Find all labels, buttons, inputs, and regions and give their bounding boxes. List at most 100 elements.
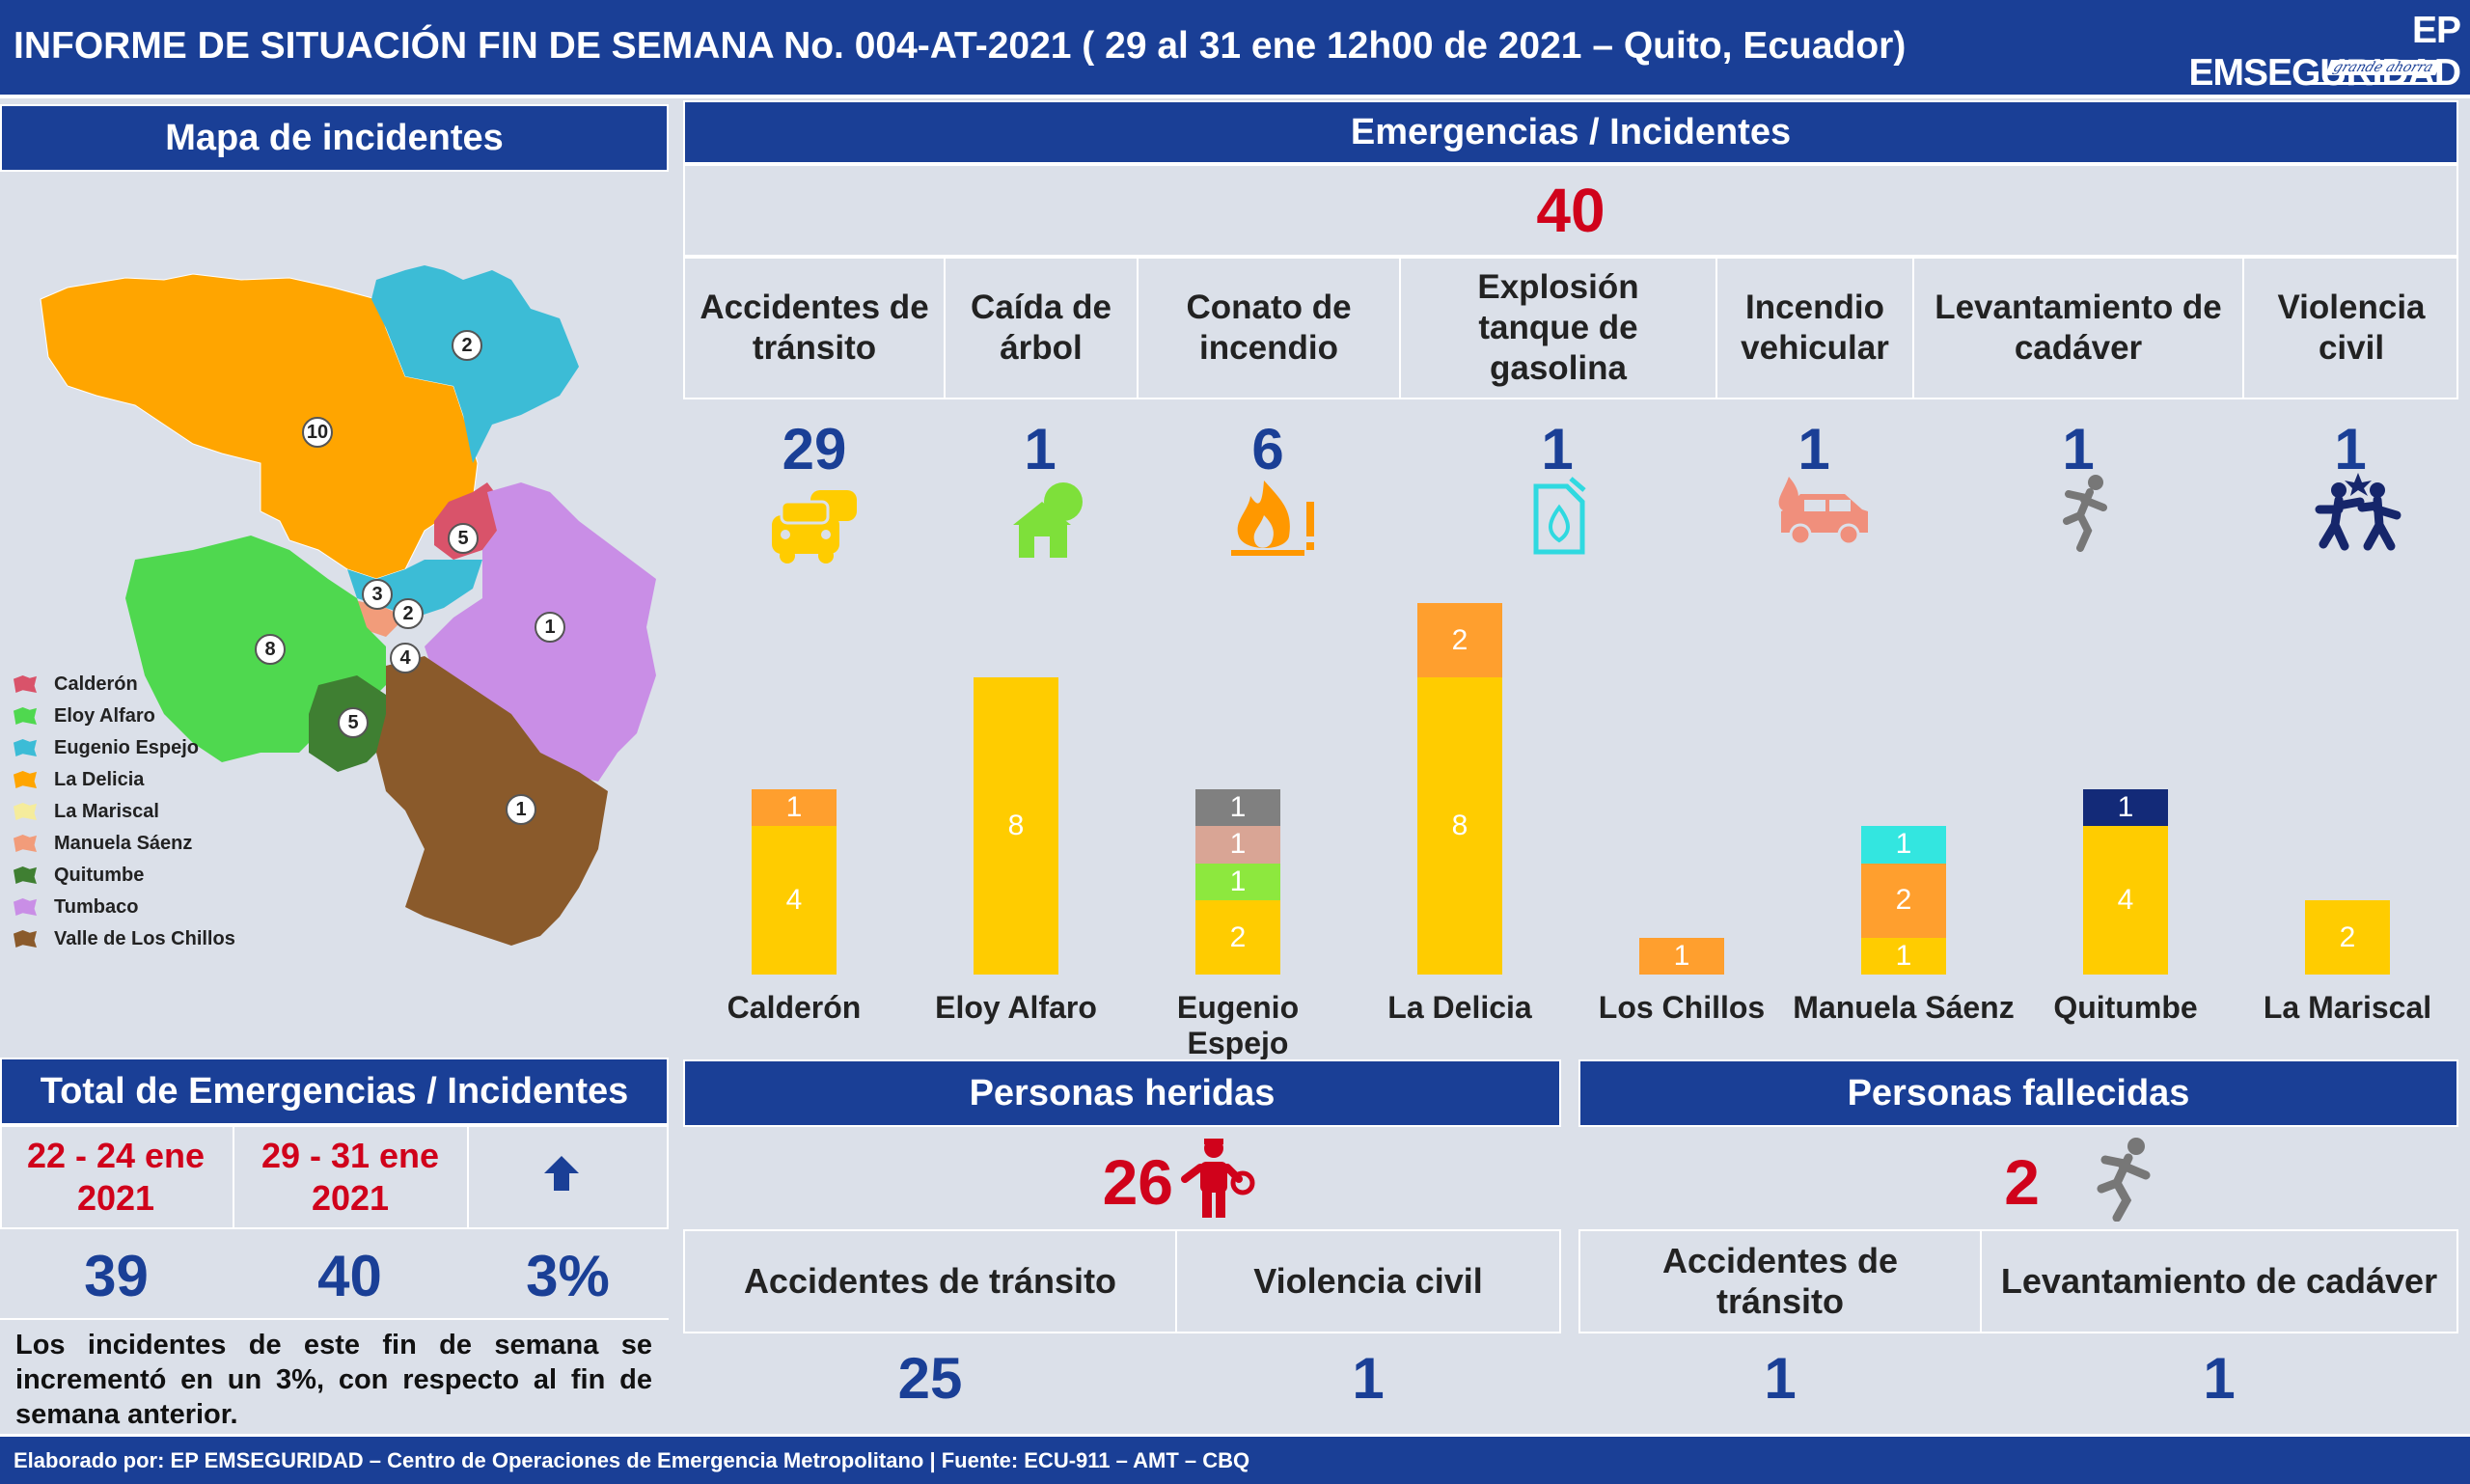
deceased-total: 2 <box>1968 1140 2040 1223</box>
totals-panel-title: Total de Emergencias / Incidentes <box>0 1058 669 1125</box>
bar-segment: 8 <box>1417 677 1502 975</box>
bar-category-label: Los Chillos <box>1566 990 1798 1026</box>
legend-label: Eloy Alfaro <box>54 705 155 728</box>
bar-segment: 2 <box>1861 864 1946 938</box>
bar-segment: 2 <box>2305 900 2390 975</box>
legend-item-eloy-alfaro: Eloy Alfaro <box>14 701 155 730</box>
bar-segment: 1 <box>1861 938 1946 976</box>
car-fire-icon <box>1771 469 1878 556</box>
legend-label: La Delicia <box>54 769 144 791</box>
map-badge-eugenio-espejo: 2 <box>452 330 482 361</box>
divider <box>467 1125 469 1229</box>
category-label-conato: Conato de incendio <box>1139 257 1399 399</box>
change-percentage: 3% <box>467 1231 669 1320</box>
legend-item-tumbaco: Tumbaco <box>14 893 138 921</box>
bar-category-label: Calderón <box>678 990 910 1026</box>
map-badge-valle-de-los-chillos: 1 <box>506 794 536 825</box>
bar-category-label: Manuela Sáenz <box>1788 990 2019 1026</box>
deceased-value-levantamiento: 1 <box>1982 1337 2456 1418</box>
falling-person-icon <box>2084 1135 2161 1222</box>
map-badge-quitumbe: 5 <box>338 707 369 738</box>
bar-segment: 4 <box>2083 826 2168 975</box>
injured-label-violencia: Violencia civil <box>1177 1229 1559 1333</box>
legend-label: Calderón <box>54 673 138 696</box>
legend-item-la-delicia: La Delicia <box>14 765 144 794</box>
legend-item-la-mariscal: La Mariscal <box>14 797 159 826</box>
legend-label: Eugenio Espejo <box>54 737 199 759</box>
report-footer: Elaborado por: EP EMSEGURIDAD – Centro d… <box>0 1434 2470 1484</box>
injured-panel-title: Personas heridas <box>683 1059 1561 1127</box>
current-period-label: 29 - 31 ene 2021 <box>246 1125 454 1229</box>
category-label-incendio-vehicular: Incendio vehicular <box>1717 257 1912 399</box>
map-badge-tumbaco: 1 <box>535 612 565 643</box>
divider <box>0 1318 669 1320</box>
legend-item-manuela-saenz: Manuela Sáenz <box>14 829 192 858</box>
bar-category-label: La Delicia <box>1344 990 1576 1026</box>
legend-swatch <box>14 835 37 852</box>
bar-segment: 2 <box>1195 900 1280 975</box>
map-panel-title: Mapa de incidentes <box>0 104 669 172</box>
category-label-accidentes: Accidentes de tránsito <box>685 257 944 399</box>
report-title: INFORME DE SITUACIÓN FIN DE SEMANA No. 0… <box>14 25 1906 68</box>
category-label-explosion: Explosión tanque de gasolina <box>1401 257 1715 399</box>
bar-segment: 1 <box>1639 938 1724 976</box>
injured-value-accidentes: 25 <box>685 1337 1175 1418</box>
bar-segment: 1 <box>1195 789 1280 827</box>
falling-person-icon <box>2051 471 2119 558</box>
deceased-panel-title: Personas fallecidas <box>1578 1059 2458 1127</box>
divider <box>233 1125 234 1229</box>
bar-segment: 1 <box>1861 826 1946 864</box>
legend-swatch <box>14 707 37 725</box>
legend-label: La Mariscal <box>54 801 159 823</box>
bar-segment: 1 <box>752 789 837 827</box>
district-bar-chart: 4 1 Calderón 8 Eloy Alfaro 2 1 1 1 Eugenio Espejo… <box>683 569 2458 1032</box>
map-badge-manuela-saenz: 4 <box>390 643 421 673</box>
legend-item-valle-de-los-chillos: Valle de Los Chillos <box>14 924 235 953</box>
car-crash-icon <box>768 481 864 567</box>
emergencies-total: 40 <box>683 164 2458 257</box>
category-count-caida-arbol: 1 <box>944 415 1137 482</box>
deceased-label-accidentes: Accidentes de tránsito <box>1580 1229 1980 1333</box>
bar-category-label: Quitumbe <box>2010 990 2241 1026</box>
legend-swatch <box>14 771 37 788</box>
legend-item-eugenio-espejo: Eugenio Espejo <box>14 733 199 762</box>
previous-period-label: 22 - 24 ene 2021 <box>14 1125 218 1229</box>
map-badge-la-mariscal: 2 <box>393 598 424 629</box>
emseguridad-logo: EP EMSEGURIDAD grande ahorra <box>2147 10 2460 87</box>
bar-segment: 1 <box>2083 789 2168 827</box>
fire-warning-icon <box>1225 473 1322 560</box>
legend-label: Valle de Los Chillos <box>54 928 235 950</box>
bar-category-label: Eloy Alfaro <box>900 990 1132 1026</box>
previous-period-total: 39 <box>0 1231 233 1320</box>
bar-segment: 1 <box>1195 826 1280 864</box>
legend-swatch <box>14 866 37 884</box>
legend-swatch <box>14 803 37 820</box>
map-badge-eugenio-espejo-center: 3 <box>362 579 393 610</box>
bar-segment: 8 <box>974 677 1058 975</box>
legend-item-quitumbe: Quitumbe <box>14 861 144 890</box>
injured-label-accidentes: Accidentes de tránsito <box>685 1229 1175 1333</box>
deceased-value-accidentes: 1 <box>1580 1337 1980 1418</box>
legend-label: Manuela Sáenz <box>54 833 192 855</box>
fallen-tree-icon <box>1003 477 1090 563</box>
fight-icon <box>2310 471 2406 558</box>
legend-swatch <box>14 930 37 948</box>
legend-swatch <box>14 675 37 693</box>
bar-segment: 2 <box>1417 603 1502 677</box>
legend-item-calderon: Calderón <box>14 670 138 699</box>
category-label-caida-arbol: Caída de árbol <box>946 257 1137 399</box>
bar-category-label: La Mariscal <box>2232 990 2463 1026</box>
logo-signature: grande ahorra <box>2311 56 2456 85</box>
bar-category-label: Eugenio Espejo <box>1122 990 1354 1061</box>
injured-person-icon <box>1179 1135 1256 1222</box>
injured-value-violencia: 1 <box>1177 1337 1559 1418</box>
deceased-label-levantamiento: Levantamiento de cadáver <box>1982 1229 2456 1333</box>
arrow-up-icon <box>542 1154 581 1193</box>
category-label-levantamiento: Levantamiento de cadáver <box>1914 257 2242 399</box>
legend-label: Quitumbe <box>54 865 144 887</box>
legend-swatch <box>14 739 37 756</box>
logo-signature-text: grande ahorra <box>2325 60 2441 75</box>
map-badge-eloy-alfaro: 8 <box>255 634 286 665</box>
category-label-violencia: Violencia civil <box>2244 257 2458 399</box>
emergencies-panel-title: Emergencias / Incidentes <box>683 100 2458 164</box>
